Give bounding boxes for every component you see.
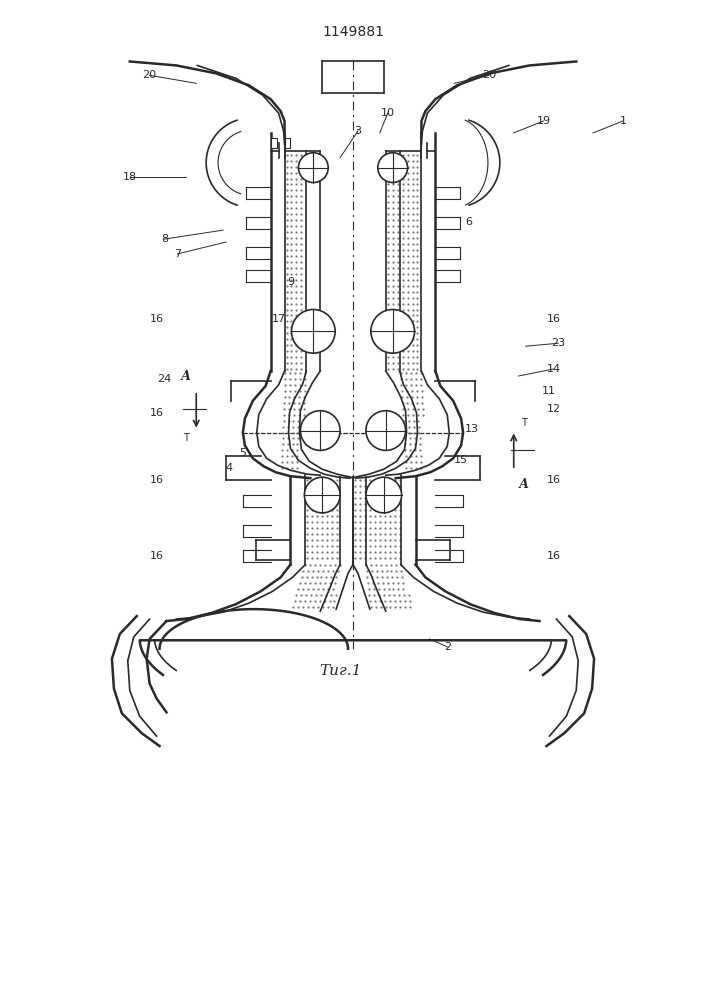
Text: 18: 18 — [123, 172, 137, 182]
Text: 15: 15 — [454, 455, 468, 465]
Text: А: А — [519, 478, 529, 491]
Text: 20: 20 — [482, 70, 496, 80]
Text: 17: 17 — [271, 314, 286, 324]
Circle shape — [305, 477, 340, 513]
Text: 5: 5 — [240, 448, 246, 458]
Text: 4: 4 — [226, 463, 233, 473]
Text: Т: Т — [521, 418, 527, 428]
Text: А: А — [181, 370, 192, 383]
Text: 10: 10 — [381, 108, 395, 118]
Text: 24: 24 — [158, 374, 172, 384]
Circle shape — [298, 153, 328, 183]
Text: 11: 11 — [542, 386, 556, 396]
Circle shape — [366, 411, 406, 450]
Text: Т: Т — [183, 433, 189, 443]
Text: 9: 9 — [287, 277, 294, 287]
Text: 8: 8 — [161, 234, 168, 244]
Bar — [284, 138, 291, 148]
Text: 20: 20 — [143, 70, 157, 80]
Text: 16: 16 — [150, 408, 163, 418]
Text: 16: 16 — [547, 475, 561, 485]
Text: 3: 3 — [354, 126, 361, 136]
Text: 16: 16 — [150, 314, 163, 324]
Text: 16: 16 — [150, 551, 163, 561]
Text: 12: 12 — [547, 404, 561, 414]
Text: 1: 1 — [619, 116, 626, 126]
Bar — [271, 138, 276, 148]
Circle shape — [366, 477, 402, 513]
Circle shape — [371, 310, 414, 353]
Text: 1149881: 1149881 — [322, 25, 384, 39]
Text: 19: 19 — [537, 116, 551, 126]
Text: 16: 16 — [150, 475, 163, 485]
Text: Τиг.1: Τиг.1 — [319, 664, 361, 678]
Text: 13: 13 — [465, 424, 479, 434]
Text: 16: 16 — [547, 314, 561, 324]
Circle shape — [291, 310, 335, 353]
Text: 7: 7 — [174, 249, 181, 259]
Circle shape — [300, 411, 340, 450]
Text: 23: 23 — [551, 338, 566, 348]
Text: 6: 6 — [466, 217, 472, 227]
Circle shape — [378, 153, 407, 183]
Text: 16: 16 — [547, 551, 561, 561]
Text: 14: 14 — [547, 364, 561, 374]
Text: 2: 2 — [444, 642, 451, 652]
